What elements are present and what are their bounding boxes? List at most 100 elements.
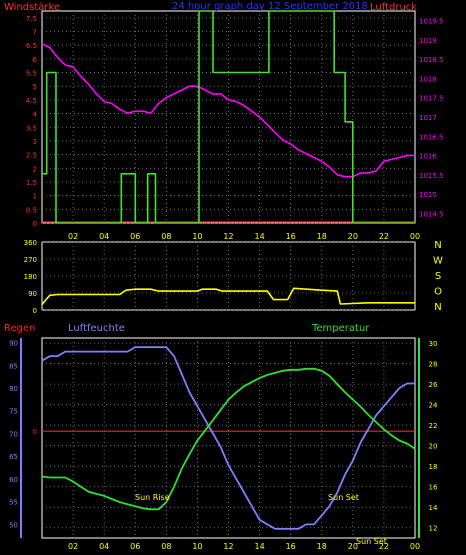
pressure-tick-label: 1016 xyxy=(419,153,437,161)
direction-tick-label: 180 xyxy=(24,273,37,281)
x-tick-label: 16 xyxy=(286,232,296,241)
direction-tick-label: 360 xyxy=(24,239,37,247)
annotations: Sun Rise Sun Set Sun Set xyxy=(135,493,387,546)
x-tick-label: 22 xyxy=(379,232,389,241)
series xyxy=(41,287,415,306)
wind-tick-label: 3 xyxy=(33,138,37,146)
temperature-tick-label: 30 xyxy=(429,340,438,348)
direction-tick-label: 0 xyxy=(33,307,37,315)
sun-event-label: Sun Set xyxy=(356,537,387,546)
rain-axis-title: Regen xyxy=(4,323,36,334)
wind-tick-label: 0.5 xyxy=(26,206,37,214)
wind-speed-line xyxy=(42,10,415,224)
x-tick-label: 04 xyxy=(99,232,109,241)
wind-tick-label: 4 xyxy=(33,111,38,119)
pressure-tick-label: 1017 xyxy=(419,114,437,122)
humidity-tick-label: 70 xyxy=(9,430,18,438)
series xyxy=(41,10,415,224)
x-tick-label: 18 xyxy=(317,232,327,241)
wind-tick-label: 3.5 xyxy=(26,124,37,132)
wind-tick-label: 1 xyxy=(33,193,37,201)
x-tick-label: 14 xyxy=(254,542,264,551)
direction-tick-label: 90 xyxy=(28,290,37,298)
x-tick-label: 12 xyxy=(223,542,233,551)
temperature-line xyxy=(41,367,416,511)
x-tick-label: 02 xyxy=(68,542,78,551)
pressure-tick-label: 1019 xyxy=(419,37,437,45)
tick-labels: 0 0.5 1 1.5 2 2.5 3 3.5 4 4.5 5 5.5 6 6.5 7 7.5 1014.5 10… xyxy=(26,15,444,241)
humidity-tick-label: 90 xyxy=(9,340,18,348)
humidity-line xyxy=(41,346,415,530)
compass-label: W xyxy=(433,256,443,267)
x-tick-label: 08 xyxy=(161,232,171,241)
humidity-tick-label: 85 xyxy=(9,362,18,370)
temperature-tick-label: 22 xyxy=(429,422,438,430)
x-tick-label: 10 xyxy=(192,542,202,551)
pressure-wind-panel: Windstärke 24 hour graph day 12 Septembe… xyxy=(4,1,444,241)
compass-label: S xyxy=(435,271,441,282)
pressure-tick-label: 1016.5 xyxy=(419,133,444,141)
x-tick-label: 10 xyxy=(192,232,202,241)
wind-axis-title: Windstärke xyxy=(4,2,60,13)
temperature-tick-label: 26 xyxy=(429,381,438,389)
x-tick-label: 18 xyxy=(317,542,327,551)
sun-event-label: Sun Rise xyxy=(135,493,170,502)
humidity-tick-label: 75 xyxy=(9,408,18,416)
wind-tick-label: 2.5 xyxy=(26,152,37,160)
x-tick-label: 08 xyxy=(161,542,171,551)
wind-tick-label: 6.5 xyxy=(26,42,37,50)
humidity-tick-label: 80 xyxy=(9,385,18,393)
compass-label: N xyxy=(434,302,441,313)
pressure-axis-title: Luftdruck xyxy=(370,2,417,13)
humidity-tick-label: 50 xyxy=(9,521,18,529)
humidity-tick-label: 55 xyxy=(9,499,18,507)
x-tick-label: 22 xyxy=(379,542,389,551)
humidity-axis-title: Luftfeuchte xyxy=(68,323,125,334)
compass-label: O xyxy=(434,287,442,298)
x-tick-label: 16 xyxy=(286,542,296,551)
wind-tick-label: 7.5 xyxy=(26,15,37,23)
humidity-temperature-panel: Regen Luftfeuchte Temperatur 50 55 60 65 70 7… xyxy=(4,323,438,551)
wind-tick-label: 4.5 xyxy=(26,97,37,105)
x-tick-label: 00 xyxy=(410,542,420,551)
rain-tick-label: 0 xyxy=(33,428,37,436)
temperature-tick-label: 12 xyxy=(429,525,438,533)
pressure-tick-label: 1014.5 xyxy=(419,210,444,218)
wind-tick-label: 7 xyxy=(33,29,37,37)
x-tick-label: 06 xyxy=(130,542,140,551)
x-tick-label: 12 xyxy=(223,232,233,241)
x-tick-label: 04 xyxy=(99,542,109,551)
humidity-tick-label: 60 xyxy=(9,476,18,484)
temperature-tick-label: 24 xyxy=(429,402,438,410)
temperature-tick-label: 28 xyxy=(429,361,438,369)
temperature-tick-label: 20 xyxy=(429,443,438,451)
temperature-tick-label: 16 xyxy=(429,484,438,492)
pressure-tick-label: 1017.5 xyxy=(419,95,444,103)
pressure-tick-label: 1018 xyxy=(419,75,437,83)
wind-tick-label: 6 xyxy=(33,56,38,64)
direction-tick-label: 270 xyxy=(24,256,37,264)
wind-tick-label: 0 xyxy=(33,220,37,228)
series xyxy=(41,346,416,530)
pressure-tick-label: 1019.5 xyxy=(419,18,444,26)
x-tick-label: 00 xyxy=(410,232,420,241)
grid xyxy=(42,241,415,311)
wind-tick-label: 5.5 xyxy=(26,70,37,78)
x-tick-label: 06 xyxy=(130,232,140,241)
temperature-tick-label: 18 xyxy=(429,463,438,471)
wind-tick-label: 1.5 xyxy=(26,179,37,187)
x-tick-label: 20 xyxy=(348,542,358,551)
pressure-tick-label: 1015 xyxy=(419,191,437,199)
temperature-axis-title: Temperatur xyxy=(311,323,370,334)
x-tick-label: 20 xyxy=(348,232,358,241)
chart-title: 24 hour graph day 12 September 2018 xyxy=(172,1,368,12)
x-tick-label: 14 xyxy=(254,232,264,241)
temperature-tick-label: 14 xyxy=(429,504,438,512)
wind-tick-label: 5 xyxy=(33,83,37,91)
sun-event-label: Sun Set xyxy=(328,493,359,502)
pressure-tick-label: 1015.5 xyxy=(419,172,444,180)
wind-direction-line xyxy=(41,287,415,306)
